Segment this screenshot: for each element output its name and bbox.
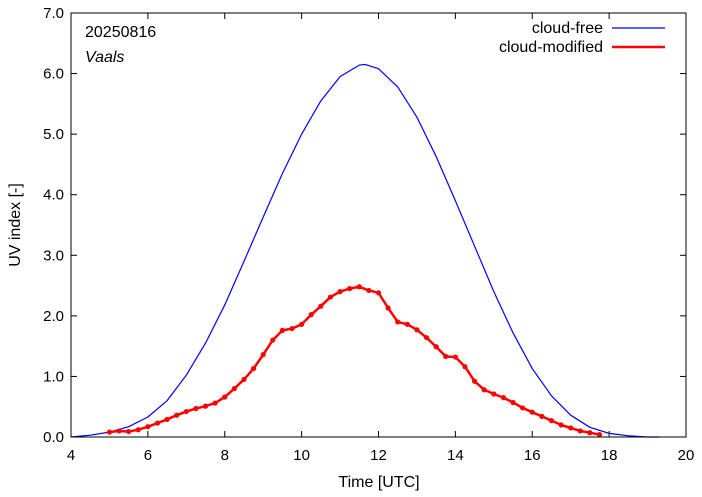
data-point-cloud-modified xyxy=(347,286,353,292)
data-point-cloud-modified xyxy=(596,431,603,438)
data-point-cloud-modified xyxy=(202,403,209,409)
data-point-cloud-modified xyxy=(164,416,170,423)
date-annotation: 20250816 xyxy=(85,24,156,41)
x-tick-label: 18 xyxy=(601,447,618,464)
data-point-cloud-modified xyxy=(154,420,161,426)
data-point-cloud-modified xyxy=(318,303,324,309)
y-tick-label: 0.0 xyxy=(43,429,64,446)
y-tick-label: 6.0 xyxy=(43,66,64,83)
x-tick-label: 16 xyxy=(524,447,541,464)
x-tick-label: 12 xyxy=(370,447,387,464)
legend: cloud-free cloud-modified xyxy=(499,20,665,56)
data-point-cloud-modified xyxy=(558,422,564,428)
data-point-cloud-modified xyxy=(222,394,228,400)
series-line-cloud-modified xyxy=(109,285,600,436)
y-tick-label: 7.0 xyxy=(43,5,64,22)
data-point-cloud-modified xyxy=(356,284,362,290)
x-tick-label: 6 xyxy=(144,447,152,464)
data-point-cloud-modified xyxy=(375,290,382,296)
data-point-cloud-modified xyxy=(116,428,122,434)
y-tick-label: 2.0 xyxy=(43,308,64,325)
data-point-cloud-modified xyxy=(414,327,420,333)
data-point-cloud-modified xyxy=(174,412,180,418)
location-annotation: Vaals xyxy=(85,49,124,66)
data-point-cloud-modified xyxy=(106,429,113,435)
data-point-cloud-modified xyxy=(270,337,276,343)
tick-marks xyxy=(70,12,687,438)
data-point-cloud-modified xyxy=(481,387,487,393)
data-point-cloud-modified xyxy=(337,289,343,295)
data-point-cloud-modified xyxy=(299,321,305,327)
x-axis-title: Time [UTC] xyxy=(338,474,419,491)
legend-label-cloud-modified: cloud-modified xyxy=(499,39,603,56)
data-point-cloud-modified xyxy=(145,424,151,430)
x-tick-label: 8 xyxy=(221,447,229,464)
data-point-cloud-modified xyxy=(462,364,468,370)
data-point-cloud-modified xyxy=(126,428,132,435)
x-tick-label: 10 xyxy=(293,447,310,464)
data-point-cloud-modified xyxy=(289,325,295,332)
data-point-cloud-modified xyxy=(385,305,391,311)
data-point-cloud-modified xyxy=(212,400,218,406)
data-point-cloud-modified xyxy=(193,405,199,412)
data-point-cloud-modified xyxy=(327,294,334,300)
data-point-cloud-modified xyxy=(250,365,257,372)
x-tick-label: 14 xyxy=(447,447,464,464)
data-point-cloud-modified xyxy=(395,319,401,325)
data-point-cloud-modified xyxy=(520,405,526,411)
y-tick-label: 3.0 xyxy=(43,247,64,264)
data-point-cloud-modified xyxy=(587,430,593,436)
data-point-cloud-modified xyxy=(183,408,189,415)
data-point-cloud-modified xyxy=(308,312,314,318)
y-tick-label: 5.0 xyxy=(43,126,64,143)
x-tick-label: 20 xyxy=(678,447,695,464)
data-point-cloud-modified xyxy=(539,413,545,420)
data-point-cloud-modified xyxy=(510,399,516,406)
data-point-cloud-modified xyxy=(577,428,583,434)
data-point-cloud-modified xyxy=(260,352,266,358)
plot-frame xyxy=(70,12,687,438)
data-point-cloud-modified xyxy=(568,425,574,431)
data-point-cloud-modified xyxy=(366,287,372,294)
y-axis-title: UV index [-] xyxy=(7,183,24,267)
data-point-cloud-modified xyxy=(443,353,449,360)
data-point-cloud-modified xyxy=(279,327,286,333)
series-line-cloud-free xyxy=(70,63,660,438)
series-layer xyxy=(70,63,660,438)
y-tick-label: 1.0 xyxy=(43,368,64,385)
data-point-cloud-modified xyxy=(548,418,555,424)
data-point-cloud-modified xyxy=(241,376,247,383)
data-point-cloud-modified xyxy=(433,344,439,350)
data-point-cloud-modified xyxy=(529,409,535,415)
x-tick-label: 4 xyxy=(67,447,75,464)
data-point-cloud-modified xyxy=(404,321,410,327)
y-tick-label: 4.0 xyxy=(43,187,64,204)
data-point-cloud-modified xyxy=(231,385,237,392)
tick-labels: 4 6 8 10 12 14 16 18 20 0.0 1.0 2.0 3.0 4.0 5.0 6.0 7.0 xyxy=(43,5,694,464)
data-point-cloud-modified xyxy=(135,427,141,433)
data-point-cloud-modified xyxy=(500,395,507,401)
data-point-cloud-modified xyxy=(491,391,497,397)
legend-label-cloud-free: cloud-free xyxy=(532,20,603,37)
data-point-cloud-modified xyxy=(423,335,430,341)
data-point-cloud-modified xyxy=(452,354,458,360)
data-point-cloud-modified xyxy=(471,378,478,384)
